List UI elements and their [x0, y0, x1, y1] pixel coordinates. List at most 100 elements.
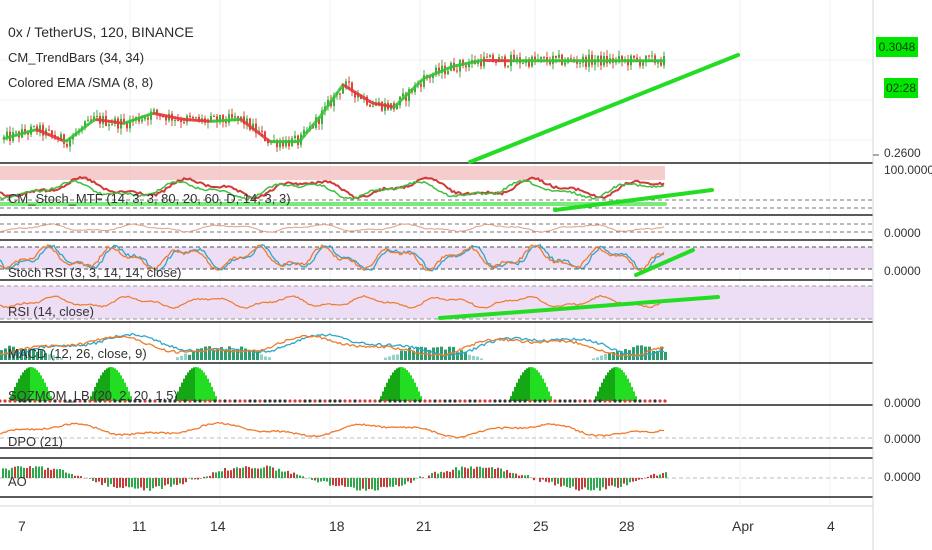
ao-bar [659, 474, 661, 478]
ao-bar [395, 478, 397, 485]
candle-body [465, 65, 467, 68]
sqz-dot [323, 399, 327, 403]
ao-bar [653, 473, 655, 478]
ao-bar [356, 478, 358, 491]
macd-histogram-bar [60, 358, 63, 360]
candle-body [24, 128, 26, 134]
ao-bar [98, 478, 100, 482]
ao-bar [413, 478, 415, 481]
macd-histogram-bar [224, 349, 227, 360]
sqz-dot [563, 399, 567, 403]
ao-bar [650, 474, 652, 478]
ao-bar [605, 478, 607, 490]
ao-bar [446, 471, 448, 478]
sqz-histogram-bar [542, 378, 544, 401]
mtf-osc-line [0, 223, 665, 234]
ao-bar [254, 468, 256, 478]
sqz-dot [178, 399, 182, 403]
ao-bar [467, 468, 469, 478]
candle-body [6, 131, 8, 137]
sqz-histogram-bar [528, 367, 530, 401]
sqz-histogram-bar [599, 386, 601, 401]
sqz-histogram-bar [629, 382, 631, 401]
ao-bar [554, 478, 556, 486]
sqz-histogram-bar [400, 367, 402, 401]
ao-bar [35, 466, 37, 478]
ao-bar [626, 478, 628, 486]
sqz-histogram-bar [613, 367, 615, 401]
candle-body [660, 62, 662, 66]
sqz-dot [318, 399, 322, 403]
ao-bar [503, 471, 505, 478]
ao-bar [65, 472, 67, 478]
macd-histogram-bar [44, 353, 47, 360]
sqz-histogram-bar [213, 391, 215, 401]
sqz-histogram-bar [394, 370, 396, 401]
panel-label-rsi: RSI (14, close) [8, 304, 94, 319]
sqz-histogram-bar [108, 367, 110, 401]
macd-histogram-bar [20, 348, 23, 360]
panel-scale-stoch-rsi: 0.0000 [884, 264, 921, 278]
sqz-histogram-bar [540, 375, 542, 401]
candle-body [423, 75, 425, 87]
sqz-histogram-bar [550, 396, 552, 401]
candle-body [333, 95, 335, 107]
sqz-dot [283, 399, 287, 403]
ao-bar [296, 474, 298, 478]
sqz-dot [413, 399, 417, 403]
ao-bar [410, 478, 412, 483]
candle-body [108, 124, 110, 126]
candle-body [576, 61, 578, 64]
ao-bar [77, 475, 79, 478]
countdown-badge: 02:28 [884, 78, 918, 98]
sqz-dot [378, 399, 382, 403]
sqz-dot [63, 399, 67, 403]
candle-body [279, 141, 281, 148]
macd-histogram-bar [480, 358, 483, 360]
ao-bar [182, 478, 184, 485]
candle-body [150, 111, 152, 120]
sqz-histogram-bar [102, 372, 104, 401]
macd-histogram-bar [184, 353, 187, 360]
ao-bar [428, 475, 430, 478]
ao-bar [176, 478, 178, 486]
sqz-dot [548, 399, 552, 403]
ao-bar [443, 472, 445, 478]
sqz-histogram-bar [605, 375, 607, 401]
ao-bar [260, 468, 262, 478]
ao-bar [44, 469, 46, 478]
candle-body [69, 139, 71, 147]
sqz-histogram-bar [546, 386, 548, 401]
ao-bar [89, 478, 91, 479]
x-tick-label: 25 [533, 518, 549, 534]
ao-bar [593, 478, 595, 491]
macd-histogram-bar [464, 351, 467, 360]
macd-histogram-bar [244, 348, 247, 360]
sqz-dot [313, 399, 317, 403]
sqz-histogram-bar [197, 367, 199, 401]
sqz-dot [543, 399, 547, 403]
candle-body [327, 99, 329, 107]
ao-bar [452, 469, 454, 478]
sqz-dot [663, 399, 667, 403]
candle-body [63, 134, 65, 144]
ao-bar [266, 465, 268, 478]
macd-histogram-bar [412, 350, 415, 360]
sqz-dot [463, 399, 467, 403]
ao-bar [563, 478, 565, 486]
x-tick-label: 4 [827, 518, 835, 534]
ao-bar [113, 478, 115, 488]
candle-body [480, 59, 482, 67]
macd-histogram-bar [200, 348, 203, 360]
sqz-dot [13, 399, 17, 403]
ao-bar [374, 478, 376, 491]
sqz-dot [513, 399, 517, 403]
ao-bar [596, 478, 598, 488]
candle-body [249, 118, 251, 130]
candle-body [354, 91, 356, 98]
sqz-dot [343, 399, 347, 403]
ao-bar [335, 478, 337, 487]
candle-body [180, 120, 182, 123]
sqz-dot [613, 399, 617, 403]
sqz-histogram-bar [597, 391, 599, 401]
